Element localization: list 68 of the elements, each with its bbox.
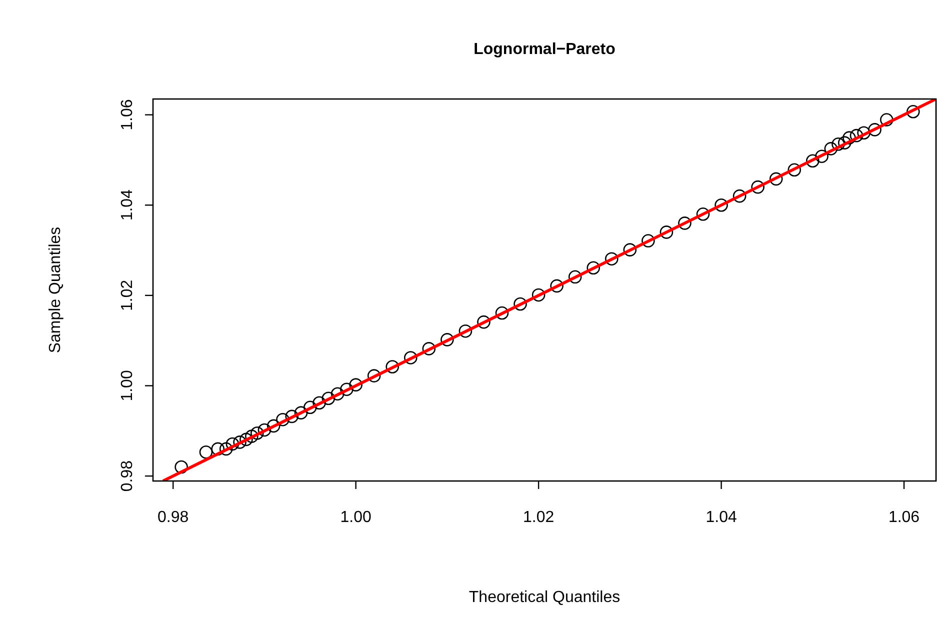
point bbox=[623, 243, 637, 256]
point bbox=[226, 437, 240, 451]
point bbox=[285, 410, 299, 424]
point bbox=[857, 126, 870, 140]
point bbox=[250, 426, 264, 440]
point bbox=[806, 154, 820, 168]
x-axis-title: Theoretical Quantiles bbox=[468, 589, 620, 606]
x-tick-label: 1.06 bbox=[888, 509, 920, 526]
point bbox=[330, 387, 344, 401]
point bbox=[586, 261, 600, 275]
y-tick-label: 0.98 bbox=[119, 460, 136, 492]
point bbox=[458, 324, 472, 338]
point bbox=[696, 207, 710, 221]
point bbox=[240, 432, 253, 446]
point bbox=[514, 297, 527, 311]
y-tick-label: 1.00 bbox=[119, 370, 136, 402]
point bbox=[850, 128, 864, 142]
chart-title: Lognormal−Pareto bbox=[474, 41, 616, 58]
point bbox=[824, 142, 838, 156]
point bbox=[367, 369, 381, 382]
point bbox=[219, 442, 233, 456]
point bbox=[495, 306, 509, 320]
point bbox=[349, 378, 362, 392]
point bbox=[322, 392, 336, 406]
point bbox=[732, 189, 746, 203]
point bbox=[568, 270, 582, 284]
y-tick-label: 1.06 bbox=[119, 99, 136, 130]
point bbox=[660, 226, 674, 239]
x-tick-label: 1.02 bbox=[522, 509, 554, 526]
x-tick-label: 0.98 bbox=[158, 509, 189, 526]
point bbox=[838, 136, 852, 150]
point bbox=[233, 436, 246, 449]
point bbox=[605, 252, 618, 266]
point bbox=[174, 460, 188, 474]
y-axis-title: Sample Quantiles bbox=[47, 226, 64, 354]
point bbox=[868, 123, 882, 136]
point bbox=[769, 172, 783, 186]
point bbox=[386, 360, 400, 374]
y-tick-label: 1.02 bbox=[119, 280, 136, 311]
y-tick-label: 1.04 bbox=[119, 189, 136, 221]
point bbox=[312, 396, 326, 410]
point bbox=[440, 333, 454, 346]
point bbox=[815, 150, 828, 163]
point bbox=[294, 406, 308, 420]
point bbox=[199, 445, 213, 459]
point bbox=[266, 419, 280, 433]
point bbox=[832, 138, 845, 151]
point bbox=[642, 234, 655, 248]
point bbox=[550, 279, 564, 293]
point bbox=[906, 104, 920, 118]
point bbox=[404, 351, 418, 364]
point bbox=[340, 382, 354, 396]
point bbox=[714, 198, 728, 212]
point bbox=[245, 430, 258, 443]
point bbox=[211, 442, 225, 456]
x-tick-label: 1.04 bbox=[706, 509, 737, 526]
point bbox=[751, 180, 764, 194]
x-tick-label: 1.00 bbox=[340, 509, 372, 526]
point bbox=[842, 131, 856, 144]
point bbox=[422, 342, 436, 356]
point bbox=[258, 423, 272, 437]
point bbox=[532, 288, 546, 302]
point bbox=[477, 315, 490, 329]
point bbox=[880, 113, 894, 126]
point bbox=[304, 400, 317, 414]
point bbox=[276, 412, 290, 426]
point bbox=[678, 216, 692, 230]
point bbox=[788, 163, 802, 177]
